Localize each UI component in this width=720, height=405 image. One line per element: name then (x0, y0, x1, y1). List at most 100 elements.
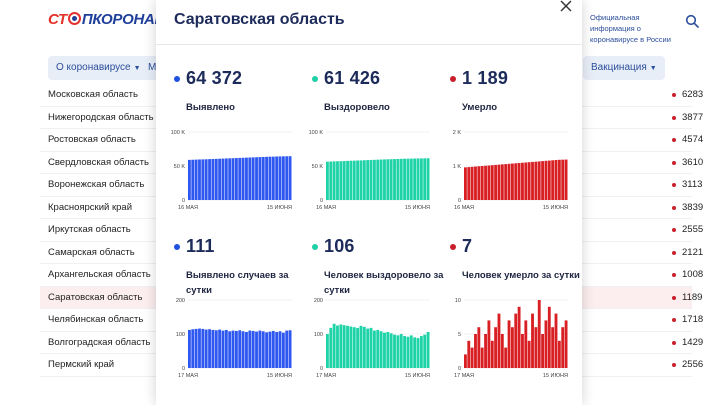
stat-label: Умерло (462, 102, 498, 113)
chart-bar (265, 332, 269, 368)
region-deaths-value: 1429 (682, 336, 704, 348)
chart-bar (352, 327, 356, 368)
chart-bar (551, 160, 555, 200)
chart-bar (288, 330, 292, 368)
chart-bar (490, 165, 494, 200)
chart-bar (467, 167, 471, 200)
chart-total-detected: 100 K 50 K 0 16 МАЯ 15 ИЮНЯ (166, 126, 292, 218)
nav-vaccination-dropdown[interactable]: Вакцинация ▼ (583, 56, 665, 80)
chart-bar (194, 159, 198, 200)
y-tick-label: 10 (455, 298, 461, 304)
stat-value: 1 189 (462, 68, 509, 88)
chart-bar (470, 166, 474, 200)
y-tick-label: 5 (458, 332, 461, 338)
x-tick-label: 17 МАЯ (178, 373, 198, 379)
region-name: Челябинская область (48, 314, 144, 325)
region-name: Волгоградская область (48, 336, 151, 348)
chart-bar (517, 306, 521, 368)
chart-bar (198, 328, 201, 368)
region-deaths-value: 2121 (682, 246, 704, 258)
chart-bar (234, 330, 238, 368)
region-deaths-value: 1718 (682, 314, 704, 325)
chart-bar (557, 159, 561, 200)
region-name: Свердловская область (48, 156, 149, 168)
region-deaths-value: 1189 (682, 291, 703, 303)
chart-bar (544, 160, 548, 200)
chart-bar (527, 340, 531, 368)
region-deaths-value: 3610 (682, 156, 704, 168)
chart-svg: 100 K 50 K 016 МАЯ 15 ИЮНЯ (309, 130, 430, 211)
region-deaths-value: 3877 (682, 111, 704, 123)
chart-bar (514, 313, 518, 368)
y-tick-label: 100 K (171, 130, 186, 136)
x-tick-label: 16 МАЯ (316, 205, 336, 211)
chart-bar (464, 167, 467, 200)
chart-bar (339, 324, 343, 368)
chart-bar (379, 331, 383, 368)
chart-bar (346, 160, 349, 200)
chart-bar (281, 156, 285, 200)
y-tick-label: 50 K (174, 164, 186, 170)
region-name: Иркутская область (48, 224, 131, 235)
chart-bar (521, 334, 524, 368)
chart-bar (554, 160, 558, 200)
official-info-link[interactable]: Официальная информация о коронавирусе в … (590, 13, 671, 44)
chart-bar (510, 163, 514, 200)
chart-bar (467, 340, 471, 368)
chart-bar (188, 159, 191, 200)
chart-bar (342, 161, 346, 200)
chart-bar (510, 327, 514, 368)
chart-bar (221, 330, 225, 368)
chart-bar (376, 159, 380, 200)
chart-bar (251, 330, 255, 368)
deaths-dot-icon (672, 93, 676, 97)
chart-bar (484, 334, 487, 368)
chart-bar (490, 340, 494, 368)
chart-bar (413, 158, 417, 200)
chart-bar (531, 161, 534, 200)
chart-bar (554, 313, 558, 368)
chart-bar (251, 157, 255, 200)
chart-bar (201, 159, 205, 200)
stat-value: 111 (186, 236, 215, 256)
chart-bar (480, 166, 484, 200)
chart-svg: 2 K 1 K 016 МАЯ 15 ИЮНЯ (453, 130, 568, 211)
y-tick-label: 100 K (309, 130, 324, 136)
site-logo[interactable]: СТ ПКОРОНАВИ (48, 11, 176, 28)
chart-bar (369, 159, 373, 200)
region-name: Нижегородская область (48, 111, 154, 123)
chart-bar (547, 160, 551, 200)
chart-bar (564, 159, 568, 200)
chart-daily-detected: 200 100 0 17 МАЯ 15 ИЮНЯ (166, 294, 292, 386)
stat-value: 106 (324, 236, 355, 256)
chart-bar (228, 158, 232, 200)
deaths-dot-icon (672, 160, 676, 165)
chart-bar (416, 158, 420, 200)
chart-bar (211, 159, 215, 200)
y-tick-label: 1 K (453, 164, 462, 170)
chart-bar (211, 329, 215, 368)
chart-bar (201, 328, 205, 368)
chart-bar (557, 340, 561, 368)
nav-about-dropdown[interactable]: О коронавирусе ▼ (48, 56, 149, 80)
y-tick-label: 100 (176, 332, 185, 338)
chart-bar (517, 163, 521, 200)
search-icon[interactable] (685, 14, 699, 28)
chart-bar (406, 336, 410, 368)
chart-bar (383, 159, 386, 200)
chart-bar (288, 156, 292, 200)
chart-bar (396, 335, 400, 368)
stat-dot-icon (450, 244, 456, 250)
close-icon[interactable] (558, 0, 574, 14)
chart-bar (416, 338, 420, 368)
chart-bar (376, 329, 380, 368)
chart-bar (359, 325, 363, 368)
chart-bar (188, 329, 191, 368)
y-tick-label: 2 K (453, 130, 462, 136)
chart-bar (389, 333, 393, 368)
chart-bar (487, 165, 491, 200)
deaths-dot-icon (672, 363, 676, 367)
chart-bar (255, 157, 258, 200)
stat-dot-icon (450, 76, 456, 82)
chart-bar (285, 330, 289, 368)
